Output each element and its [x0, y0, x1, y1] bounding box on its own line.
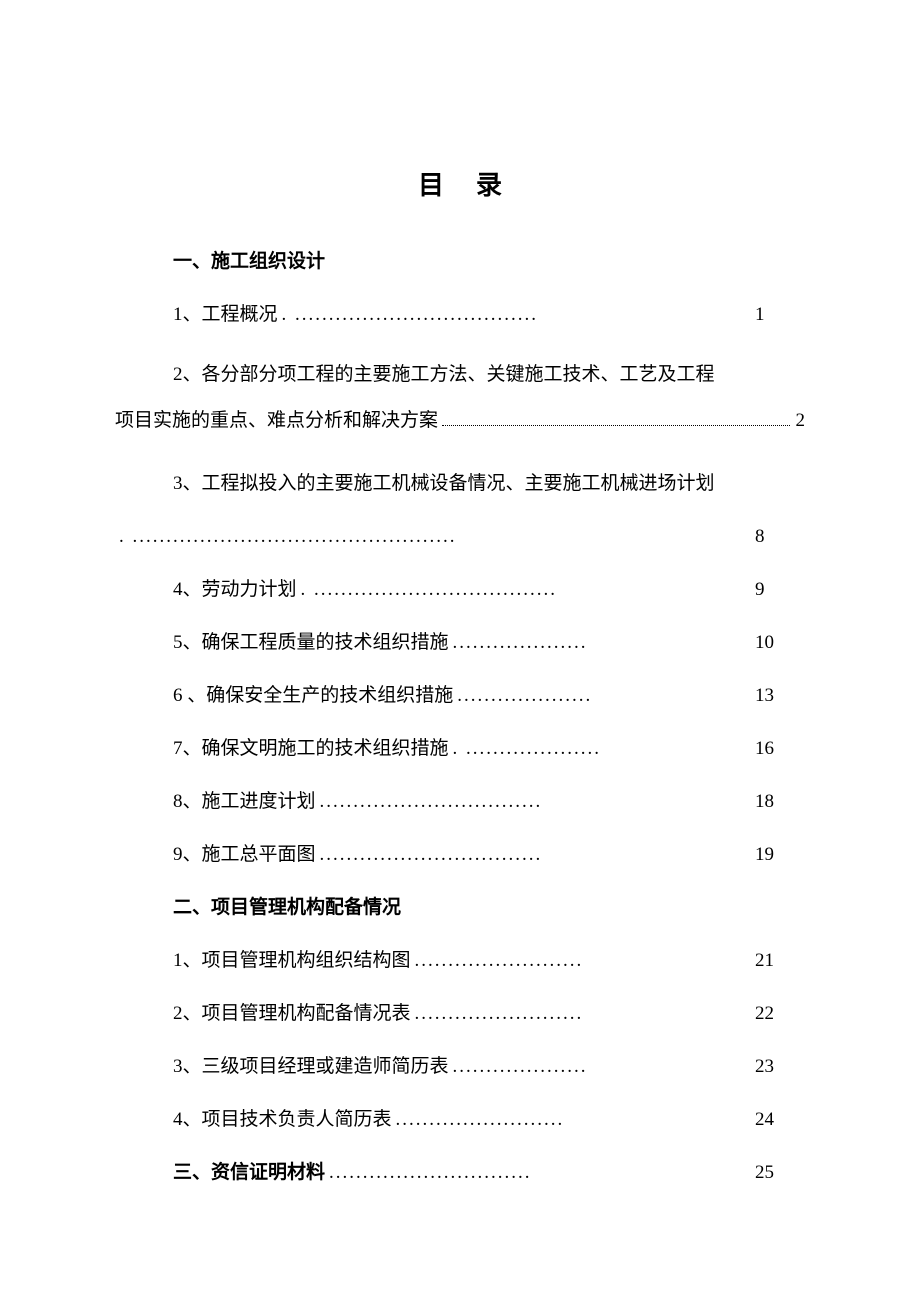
section3-entry: 三、资信证明材料 .............................. … [173, 1157, 805, 1184]
entry-num: 3、 [173, 473, 202, 494]
page-number: 18 [735, 791, 805, 813]
page-number: 1 [735, 304, 805, 326]
section2-heading: 二、项目管理机构配备情况 [173, 892, 805, 919]
entry-text: 工程拟投入的主要施工机械设备情况、主要施工机械进场计划 [202, 473, 715, 494]
toc-entry-multiline: 3、工程拟投入的主要施工机械设备情况、主要施工机械进场计划 [173, 469, 805, 499]
entry-text: 各分部分项工程的主要施工方法、关键施工技术、工艺及工程 [202, 364, 715, 385]
toc-page: 目录 一、施工组织设计 1、 工程概况 . ..................… [0, 0, 920, 1184]
page-number: 9 [735, 579, 805, 601]
entry-num: 4、 [173, 574, 202, 601]
entry-text: 项目实施的重点、难点分析和解决方案 [115, 398, 438, 444]
entry-num: 9、 [173, 839, 202, 866]
entry-num: 2、 [173, 364, 202, 385]
dots: . .................................... [301, 579, 558, 601]
page-number: 13 [735, 685, 805, 707]
section3-heading: 三、资信证明材料 [173, 1157, 325, 1184]
dots: .............................. [329, 1162, 532, 1184]
dots: ......................... [415, 950, 584, 972]
page-title: 目录 [115, 165, 805, 202]
toc-entry: 6 、 确保安全生产的技术组织措施 .................... 1… [173, 680, 805, 707]
dots: ................................. [320, 844, 543, 866]
toc-entry-multiline: 2、各分部分项工程的主要施工方法、关键施工技术、工艺及工程 项目实施的重点、难点… [115, 352, 805, 443]
page-number: 19 [735, 844, 805, 866]
entry-num: 6 、 [173, 680, 206, 707]
entry-text: 确保工程质量的技术组织措施 [202, 627, 449, 654]
entry-num: 5、 [173, 627, 202, 654]
toc-entry: 7、 确保文明施工的技术组织措施 . .................... … [173, 733, 805, 760]
page-number: 22 [735, 1003, 805, 1025]
entry-text: 确保文明施工的技术组织措施 [202, 733, 449, 760]
page-number: 2 [796, 398, 806, 444]
entry-text: 三级项目经理或建造师简历表 [202, 1051, 449, 1078]
toc-entry: 4、 项目技术负责人简历表 ......................... … [173, 1104, 805, 1131]
toc-entry: 4、 劳动力计划 . .............................… [173, 574, 805, 601]
dots: . ......................................… [119, 526, 457, 548]
toc-entry: 1、 工程概况 . ..............................… [173, 299, 805, 326]
toc-entry: 1、 项目管理机构组织结构图 .........................… [173, 945, 805, 972]
entry-text: 项目管理机构配备情况表 [202, 998, 411, 1025]
entry-num: 2、 [173, 998, 202, 1025]
entry-num: 1、 [173, 299, 202, 326]
toc-entry: 8、 施工进度计划 ..............................… [173, 786, 805, 813]
dots: . .................................... [282, 304, 539, 326]
page-number: 24 [735, 1109, 805, 1131]
entry-num: 4、 [173, 1104, 202, 1131]
toc-entry: 2、 项目管理机构配备情况表 .........................… [173, 998, 805, 1025]
page-number: 8 [735, 526, 805, 548]
dots: . .................... [453, 738, 602, 760]
entry-text: 施工总平面图 [202, 839, 316, 866]
toc-entry: 5、 确保工程质量的技术组织措施 .................... 10 [173, 627, 805, 654]
dots: ......................... [415, 1003, 584, 1025]
page-number: 25 [735, 1162, 805, 1184]
entry-line2: 项目实施的重点、难点分析和解决方案 2 [115, 398, 805, 444]
toc-entry: 9、 施工总平面图 ..............................… [173, 839, 805, 866]
page-number: 23 [735, 1056, 805, 1078]
entry-num: 1、 [173, 945, 202, 972]
dots: ................................. [320, 791, 543, 813]
entry-line1: 2、各分部分项工程的主要施工方法、关键施工技术、工艺及工程 [173, 352, 805, 398]
dots: .................... [453, 1056, 588, 1078]
dots: .................... [457, 685, 592, 707]
dots: ......................... [396, 1109, 565, 1131]
page-number: 10 [735, 632, 805, 654]
entry-num: 8、 [173, 786, 202, 813]
entry-text: 项目管理机构组织结构图 [202, 945, 411, 972]
entry-num: 7、 [173, 733, 202, 760]
toc-entry-continuation: . ......................................… [115, 526, 805, 548]
dots: .................... [453, 632, 588, 654]
dots-underline [442, 425, 789, 426]
entry-text: 劳动力计划 [202, 574, 297, 601]
section1-heading: 一、施工组织设计 [173, 246, 805, 273]
entry-text: 施工进度计划 [202, 786, 316, 813]
toc-entry: 3、 三级项目经理或建造师简历表 .................... 23 [173, 1051, 805, 1078]
entry-num: 3、 [173, 1051, 202, 1078]
page-number: 21 [735, 950, 805, 972]
entry-text: 项目技术负责人简历表 [202, 1104, 392, 1131]
entry-text: 确保安全生产的技术组织措施 [206, 680, 453, 707]
page-number: 16 [735, 738, 805, 760]
entry-text: 工程概况 [202, 299, 278, 326]
